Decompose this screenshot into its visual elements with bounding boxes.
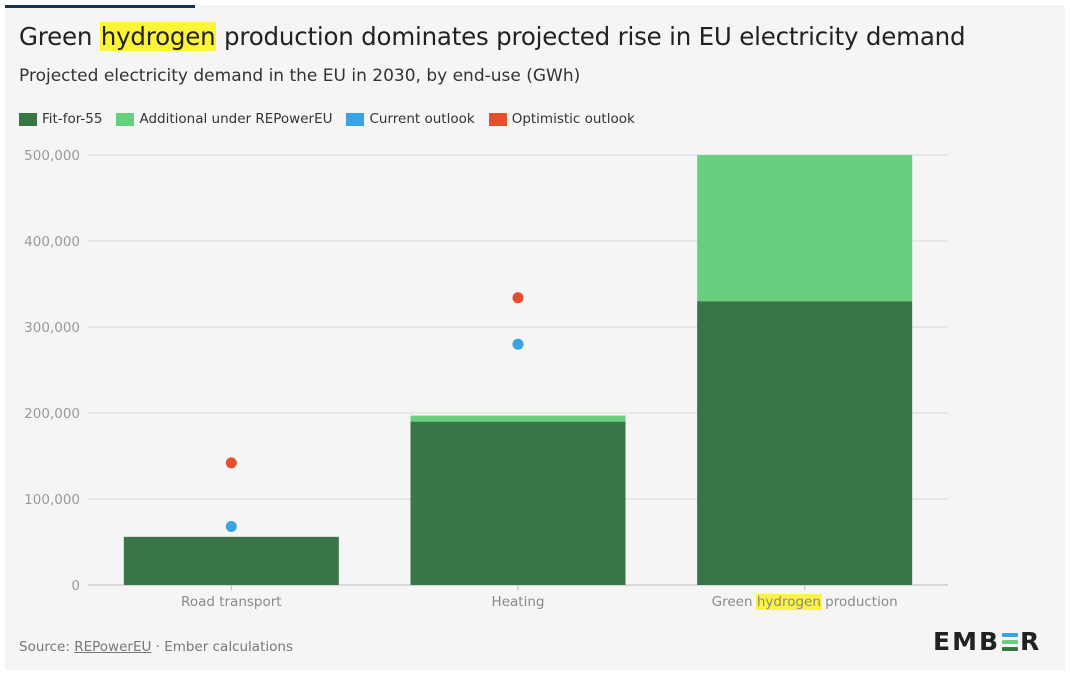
- logo-text-right: R: [1020, 627, 1042, 656]
- legend-item[interactable]: Fit-for-55: [19, 111, 102, 127]
- logo-text-left: EMB: [933, 627, 1001, 656]
- bar: [410, 421, 626, 585]
- y-tick-label: 300,000: [24, 320, 80, 336]
- y-tick-label: 500,000: [24, 148, 80, 164]
- ember-logo: EMB R: [933, 627, 1041, 656]
- legend-item[interactable]: Additional under REPowerEU: [116, 111, 332, 127]
- legend-label: Additional under REPowerEU: [139, 111, 333, 127]
- x-label-highlight: hydrogen: [757, 594, 821, 610]
- x-tick-label: Heating: [492, 594, 545, 610]
- title-highlight: hydrogen: [99, 22, 217, 51]
- source-prefix: Source:: [19, 639, 75, 655]
- legend-item[interactable]: Optimistic outlook: [488, 111, 635, 127]
- x-tick-label: Green hydrogen production: [712, 594, 898, 610]
- y-tick-label: 100,000: [24, 492, 80, 508]
- title-part-2: production dominates projected rise in E…: [216, 22, 966, 51]
- y-tick-label: 400,000: [24, 234, 80, 250]
- chart-title: Green hydrogen production dominates proj…: [19, 22, 966, 51]
- legend-label: Fit-for-55: [42, 111, 103, 127]
- legend: Fit-for-55 Additional under REPowerEU Curr…: [19, 111, 635, 127]
- data-point: [225, 521, 237, 533]
- top-accent-bar: [5, 5, 195, 8]
- x-tick-label: Road transport: [181, 594, 282, 610]
- legend-label: Optimistic outlook: [511, 111, 635, 127]
- data-point: [512, 292, 524, 304]
- source-suffix: · Ember calculations: [151, 639, 293, 655]
- y-tick-label: 0: [71, 578, 80, 594]
- legend-label: Current outlook: [369, 111, 475, 127]
- title-part-1: Green: [19, 22, 100, 51]
- y-tick-label: 200,000: [24, 406, 80, 422]
- legend-swatch: [346, 112, 365, 126]
- legend-swatch: [19, 112, 37, 126]
- source-note: Source: REPowerEU · Ember calculations: [19, 639, 293, 655]
- bar: [123, 536, 339, 585]
- data-point: [225, 457, 237, 469]
- x-label-highlight-bg: [755, 594, 822, 610]
- bar: [410, 415, 626, 422]
- bar: [697, 301, 913, 585]
- legend-swatch: [116, 112, 135, 126]
- bar: [697, 155, 913, 302]
- data-point: [512, 338, 524, 350]
- source-link[interactable]: REPowerEU: [74, 639, 152, 655]
- chart-subtitle: Projected electricity demand in the EU i…: [19, 66, 581, 86]
- legend-item[interactable]: Current outlook: [346, 111, 475, 127]
- legend-swatch: [488, 112, 507, 126]
- logo-e-mark: [1002, 632, 1019, 651]
